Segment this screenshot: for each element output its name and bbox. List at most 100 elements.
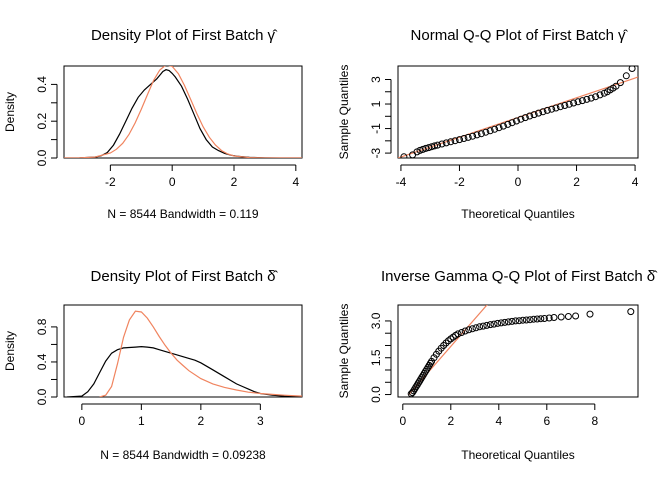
qq-point (438, 140, 446, 148)
x-tick-label: 2 (198, 414, 205, 428)
plot-frame (63, 304, 303, 398)
qq-point (545, 314, 553, 322)
qq-point (564, 313, 572, 320)
y-tick-label: 3.0 (369, 312, 383, 329)
x-tick-label: 2 (231, 175, 238, 189)
density-line-theoretical (99, 310, 302, 397)
qq-point (533, 315, 541, 323)
qq-point (543, 106, 551, 114)
y-tick-label: 3 (369, 76, 383, 83)
qq-point (451, 137, 459, 145)
qq-point (583, 95, 591, 103)
qq-point (486, 127, 494, 135)
qq-point (495, 124, 503, 132)
qq-point (442, 339, 450, 347)
y-tick-label: 0.0 (35, 149, 49, 166)
qq-point (526, 112, 534, 120)
y-axis-title: Sample Quantiles (337, 304, 351, 399)
qq-point (550, 314, 558, 321)
qq-point (586, 310, 594, 318)
y-axis-title: Density (3, 331, 17, 371)
chart-panel: Density Plot of First Batch γ̂ -2 0 2 4 0.0 0.2… (3, 27, 303, 221)
qq-point (526, 316, 534, 324)
plot-frame (397, 65, 639, 159)
qq-point (508, 317, 516, 325)
qq-point (628, 66, 636, 72)
qq-point (476, 323, 484, 331)
y-tick-label: 0.8 (35, 318, 49, 335)
x-tick-label: 0 (169, 175, 176, 189)
x-tick-label: -2 (105, 175, 116, 189)
chart-title-text: Inverse Gamma Q-Q Plot of First Batch (381, 268, 643, 285)
y-axis-title: Density (3, 92, 17, 132)
x-axis-title: N = 8544 Bandwidth = 0.09238 (100, 448, 266, 462)
qq-point (587, 94, 595, 102)
qq-point (622, 72, 630, 80)
qq-point (521, 114, 529, 122)
qq-point (512, 317, 520, 325)
qq-point (447, 138, 455, 146)
chart-title-symbol: γ̂ (618, 27, 629, 44)
qq-point (530, 315, 538, 323)
qq-point (479, 322, 487, 330)
qq-point (522, 316, 530, 324)
qq-point (428, 357, 436, 365)
qq-point (572, 312, 580, 320)
qq-point (540, 315, 548, 322)
qq-point (574, 98, 582, 106)
y-tick-label: -1 (369, 123, 383, 134)
x-tick-label: 4 (292, 175, 299, 189)
y-tick-label: -3 (369, 147, 383, 158)
plot-data-area (398, 66, 638, 158)
y-tick-label: 0.0 (35, 388, 49, 405)
qq-point (499, 122, 507, 130)
qq-point (537, 315, 545, 323)
plot-frame (397, 304, 639, 398)
qq-point (556, 103, 564, 111)
x-tick-label: 2 (573, 175, 580, 189)
qq-point (548, 105, 556, 113)
qq-point (460, 135, 468, 142)
qq-point (565, 100, 573, 108)
chart-title: Normal Q-Q Plot of First Batch γ̂ (411, 27, 629, 44)
qq-point (477, 130, 485, 138)
qq-point (552, 104, 560, 112)
qq-point (578, 97, 586, 105)
qq-point (494, 319, 502, 327)
chart-title-symbol: γ̂ (268, 27, 279, 44)
y-tick-label: 0.2 (35, 113, 49, 130)
x-tick-label: 4 (495, 414, 502, 428)
chart-title-symbol: δ̂ (647, 268, 658, 285)
chart-title: Density Plot of First Batch γ̂ (91, 27, 278, 44)
qq-point (616, 79, 624, 87)
qq-point (408, 389, 416, 397)
y-tick-label: 0.0 (369, 386, 383, 403)
qq-point (486, 321, 494, 329)
qq-point (497, 319, 505, 327)
qq-point (519, 316, 527, 324)
qq-point (501, 318, 509, 326)
y-tick-label: 0.4 (35, 353, 49, 370)
qq-point (539, 108, 547, 116)
y-tick-label: 0.4 (35, 76, 49, 93)
qq-point (461, 327, 469, 335)
x-tick-label: -2 (454, 175, 465, 189)
x-tick-label: 8 (591, 414, 598, 428)
qq-point (517, 115, 525, 123)
x-axis-title: N = 8544 Bandwidth = 0.119 (107, 207, 259, 221)
qq-point (490, 320, 498, 328)
qq-point (431, 142, 439, 150)
qq-point (442, 139, 450, 147)
chart-title-symbol: δ̂ (267, 268, 278, 285)
x-tick-label: 2 (447, 414, 454, 428)
qq-point (504, 120, 512, 128)
chart-panel: Normal Q-Q Plot of First Batch γ̂ -4 -2 0 2 4 -… (337, 27, 639, 221)
chart-panel: Inverse Gamma Q-Q Plot of First Batch δ̂ 0… (337, 268, 658, 462)
qq-point (508, 119, 516, 127)
chart-title-text: Density Plot of First Batch (91, 27, 264, 44)
x-tick-label: 3 (257, 414, 264, 428)
density-line-empirical (66, 345, 302, 397)
qq-point (592, 93, 600, 101)
qq-point (469, 132, 477, 140)
